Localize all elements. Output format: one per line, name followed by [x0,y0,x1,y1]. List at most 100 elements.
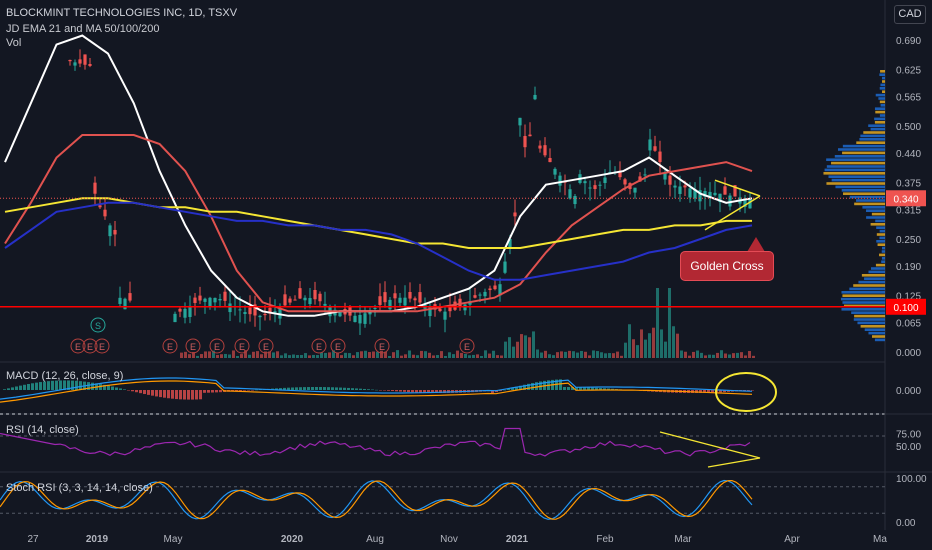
candle-body [553,168,557,175]
volume-bar [424,351,427,358]
volume-bar [568,350,571,358]
volume-bar [512,346,515,358]
volume-bar [296,355,299,358]
volume-profile-bar [876,240,885,243]
volume-profile-bar [841,291,885,294]
volume-bar [420,350,423,358]
volume-bar [716,352,719,358]
volume-profile-bar [881,260,885,263]
candle-body [263,313,267,316]
volume-profile-bar [879,87,885,90]
macd-histogram-bar [431,390,434,393]
candle-body [73,62,77,66]
macd-histogram-bar [579,387,582,390]
volume-bar [336,352,339,358]
macd-histogram-bar [707,390,710,393]
candle-body [223,291,227,301]
volume-bar [476,354,479,358]
candle-body [498,284,502,296]
macd-histogram-bar [151,390,154,396]
volume-bar [564,351,567,358]
macd-histogram-bar [391,390,394,392]
price-tick-label: 0.190 [896,262,921,273]
time-tick-label: 2020 [281,534,304,545]
earnings-marker [258,338,274,354]
earnings-marker-label: E [75,342,81,352]
volume-bar [308,355,311,358]
volume-profile-bar [877,243,885,246]
volume-bar [708,354,711,358]
macd-histogram-bar [427,390,430,393]
candle-body [748,199,752,209]
volume-bar [184,351,187,358]
macd-histogram-bar [7,388,10,390]
macd-histogram-bar [39,382,42,390]
macd-histogram-bar [279,388,282,390]
volume-profile-bar [874,338,885,342]
macd-histogram-bar [163,390,166,398]
volume-profile-bar [853,318,885,321]
volume-bar [404,354,407,358]
candle-body [728,195,732,207]
volume-bar [504,341,507,358]
currency-button[interactable]: CAD [894,5,926,24]
volume-bar [736,352,739,358]
macd-histogram-bar [51,380,54,390]
candle-body [193,297,197,303]
volume-profile-bar [826,182,885,185]
candle-body [558,175,562,186]
volume-bar [360,351,363,358]
volume-bar [280,355,283,358]
price-tick-label: 0.565 [896,93,921,104]
candle-body [113,229,117,235]
volume-bar [200,354,203,358]
earnings-marker [209,338,225,354]
last-price-label: 0.340 [893,194,918,205]
candle-body [128,293,132,301]
earnings-marker-label: E [263,342,269,352]
volume-bar [408,350,411,358]
volume-profile-bar [878,97,885,100]
macd-histogram-bar [323,387,326,390]
candle-body [293,299,297,301]
macd-histogram-bar [583,387,586,390]
volume-bar [548,354,551,358]
macd-histogram-bar [135,390,138,393]
candle-body [448,305,452,312]
price-tick-label: 0.375 [896,178,921,189]
rsi-line [0,427,751,457]
macd-histogram-bar [115,387,118,390]
volume-bar [684,351,687,358]
volume-bar [220,354,223,358]
volume-profile-bar [843,304,885,308]
macd-tick-label: 0.000 [896,386,921,397]
macd-histogram-bar [515,386,518,390]
earnings-marker-label: E [239,342,245,352]
candle-body [323,303,327,306]
macd-histogram-bar [147,390,150,395]
macd-histogram-bar [63,380,66,390]
macd-histogram-bar [183,390,186,400]
volume-bar [188,354,191,358]
volume-bar [656,288,659,358]
volume-bar [652,327,655,358]
volume-profile-bar [835,185,885,189]
volume-bar [396,350,399,358]
volume-bar [316,355,319,358]
volume-bar [288,355,291,358]
candle-body [358,314,362,324]
macd-histogram-bar [275,388,278,390]
earnings-marker [82,338,98,354]
candle-body [623,179,627,185]
volume-bar [624,342,627,358]
macd-histogram-bar [443,390,446,393]
macd-histogram-bar [563,387,566,390]
candle-body [673,185,677,188]
candle-body [303,297,307,301]
candle-body [288,298,292,303]
macd-histogram-bar [435,390,438,393]
macd-histogram-bar [251,390,254,391]
golden-cross-callout: Golden Cross [680,251,774,281]
macd-histogram-bar [55,380,58,390]
volume-bar [224,353,227,358]
